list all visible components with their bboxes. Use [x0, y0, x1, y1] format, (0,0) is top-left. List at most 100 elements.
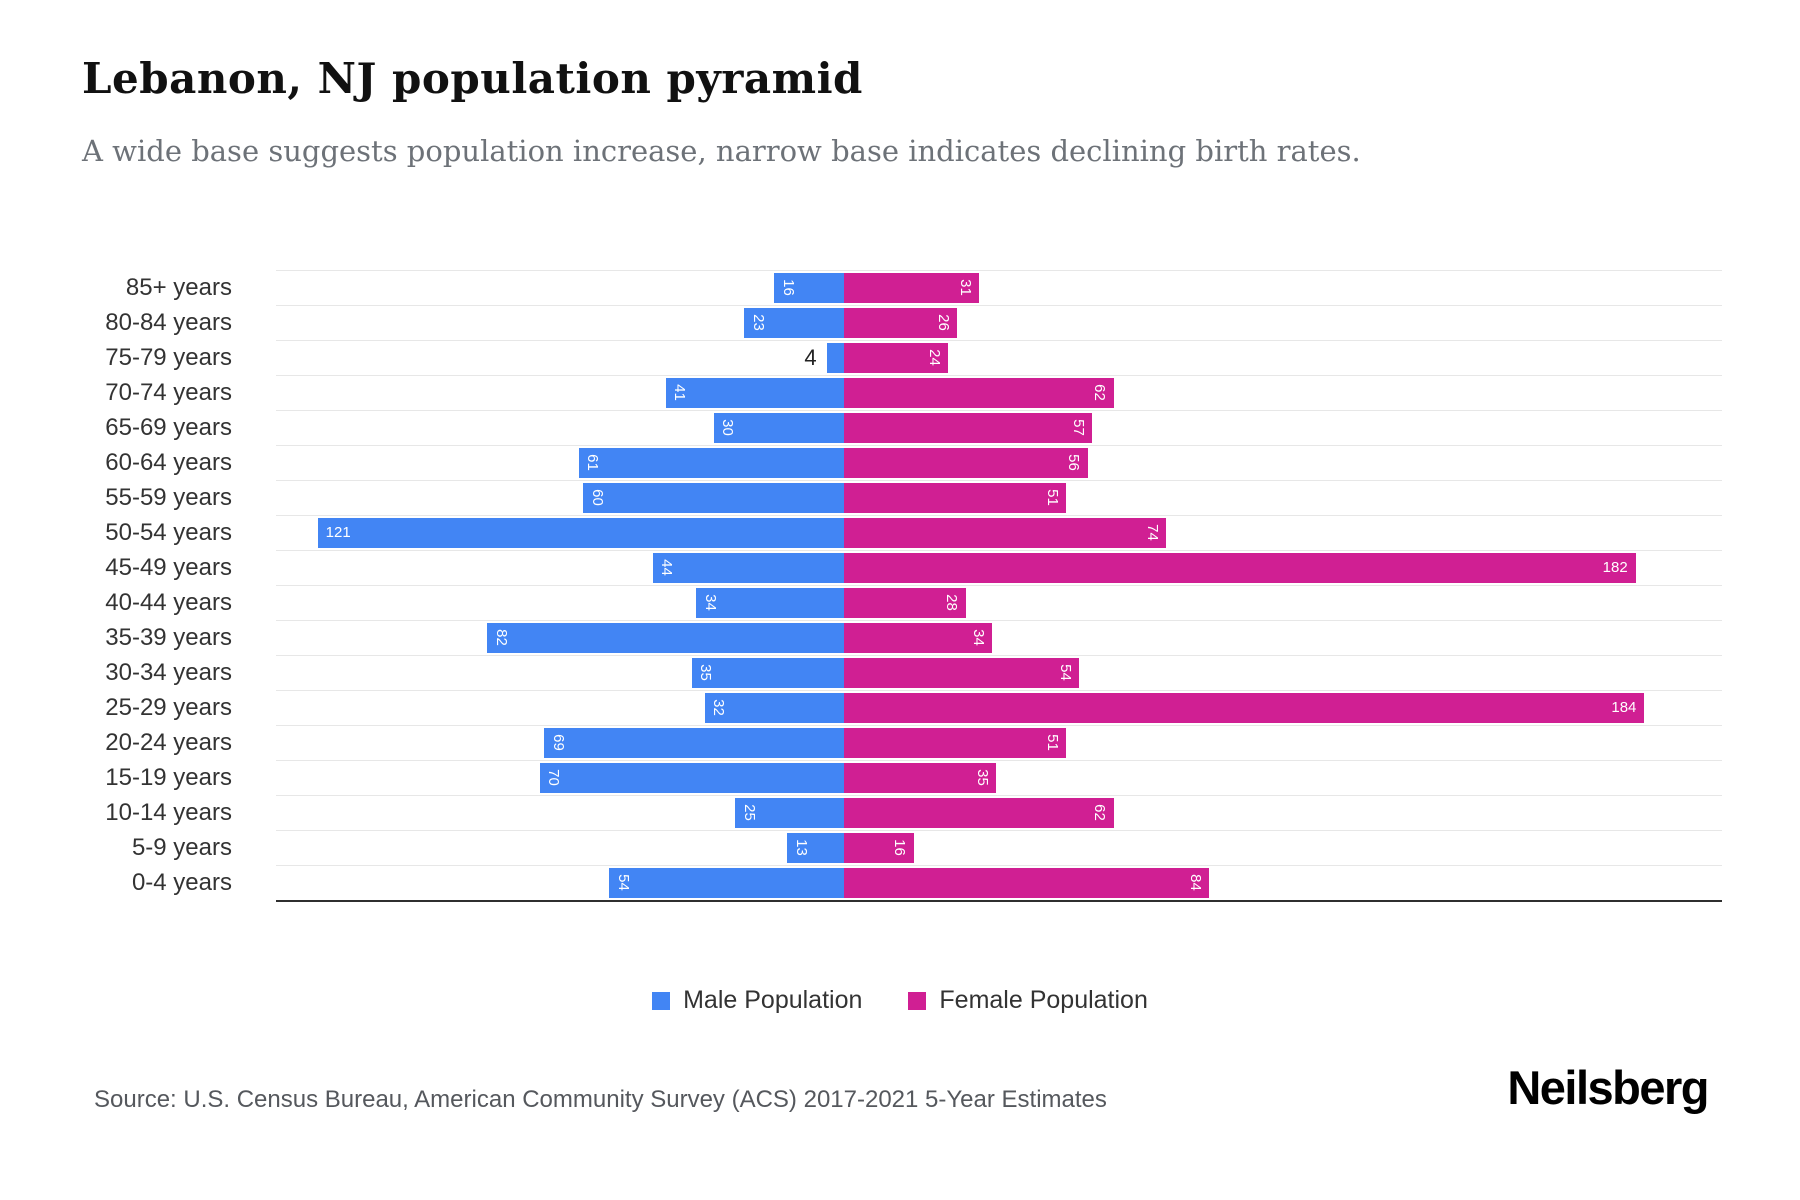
female-bar [844, 832, 914, 863]
female-bar [844, 692, 1645, 723]
gridline [276, 480, 1722, 481]
bar-value-label: 74 [1142, 518, 1162, 548]
male-bar [696, 587, 844, 618]
bar-value-label: 54 [1055, 658, 1075, 688]
bar-value-text: 70 [545, 769, 562, 786]
bar-value-text: 35 [697, 664, 715, 681]
gridline [276, 375, 1722, 376]
bar-value-text: 44 [658, 559, 676, 576]
male-bar [539, 762, 844, 793]
bar-value-text: 54 [614, 874, 632, 891]
bar-value-label: 31 [955, 273, 975, 303]
bar-value-text: 84 [1186, 874, 1204, 891]
gridline [276, 725, 1722, 726]
male-legend-swatch [652, 991, 671, 1010]
bar-value-label: 70 [544, 763, 564, 793]
legend: Male Population Female Population [0, 986, 1800, 1015]
gridline [276, 690, 1722, 691]
bar-value-text: 61 [584, 454, 602, 471]
female-bar [844, 377, 1114, 408]
male-bar [578, 447, 844, 478]
gridline [276, 445, 1722, 446]
bar-value-label: 182 [1602, 559, 1628, 576]
female-bar [844, 412, 1092, 443]
bar-value-label: 28 [942, 588, 962, 618]
age-label: 80-84 years [105, 309, 232, 336]
bar-value-text: 16 [891, 839, 909, 856]
bar-value-label: 51 [1042, 483, 1062, 513]
female-bar [844, 307, 958, 338]
male-bar [691, 657, 844, 688]
legend-item-female[interactable]: Female Population [908, 986, 1148, 1015]
female-bar [844, 482, 1066, 513]
female-bar [844, 587, 966, 618]
bar-value-text: 41 [671, 384, 689, 401]
bar-value-text: 51 [1043, 734, 1061, 751]
gridline [276, 515, 1722, 516]
bar-value-text: 62 [1091, 804, 1109, 821]
male-bar [787, 832, 844, 863]
female-bar [844, 657, 1079, 688]
age-label: 20-24 years [105, 729, 232, 756]
age-label: 85+ years [125, 274, 232, 301]
age-label: 65-69 years [105, 414, 232, 441]
bar-value-label: 35 [972, 763, 992, 793]
bar-value-label: 121 [325, 524, 351, 541]
bar-value-text: 74 [1143, 524, 1161, 541]
page-subtitle: A wide base suggests population increase… [82, 134, 1361, 168]
bar-value-label: 30 [718, 413, 738, 443]
bar-value-text: 26 [934, 314, 952, 331]
female-bar [844, 867, 1210, 898]
gridline [276, 760, 1722, 761]
bar-value-text: 54 [1056, 664, 1074, 681]
female-bar [844, 517, 1166, 548]
male-bar [317, 517, 844, 548]
bar-value-text: 32 [710, 699, 728, 716]
bar-value-label: 84 [1185, 868, 1205, 898]
bar-value-text: 35 [973, 769, 991, 786]
bar-value-text: 62 [1091, 384, 1109, 401]
bar-value-label: 41 [670, 378, 690, 408]
age-label: 45-49 years [105, 554, 232, 581]
brand-logo: Neilsberg [1507, 1061, 1709, 1114]
x-axis-line [276, 900, 1722, 902]
gridline [276, 340, 1722, 341]
age-label: 40-44 years [105, 589, 232, 616]
female-bar [844, 622, 992, 653]
male-bar [743, 307, 844, 338]
male-bar [583, 482, 844, 513]
bar-value-label: 60 [587, 483, 607, 513]
bar-value-label: 51 [1042, 728, 1062, 758]
male-bar [609, 867, 844, 898]
bar-value-text: 24 [925, 349, 943, 366]
female-bar [844, 342, 949, 373]
male-bar [735, 797, 844, 828]
bar-value-label: 34 [700, 588, 720, 618]
female-bar [844, 447, 1088, 478]
age-label: 30-34 years [105, 659, 232, 686]
female-bar [844, 272, 979, 303]
source-text: Source: U.S. Census Bureau, American Com… [94, 1086, 1107, 1113]
bar-value-text: 31 [956, 279, 974, 296]
bar-value-label: 82 [491, 623, 511, 653]
bar-value-label: 35 [696, 658, 716, 688]
bar-value-label: 24 [924, 343, 944, 373]
legend-item-male[interactable]: Male Population [652, 986, 862, 1015]
bar-value-text: 30 [719, 419, 736, 436]
gridline [276, 305, 1722, 306]
male-bar [704, 692, 844, 723]
male-bar [487, 622, 844, 653]
bar-value-label: 62 [1090, 798, 1110, 828]
bar-value-label: 44 [657, 553, 677, 583]
legend-male-label: Male Population [683, 986, 863, 1014]
male-bar [543, 727, 844, 758]
bar-value-text: 16 [779, 279, 797, 296]
bar-value-label: 16 [778, 273, 798, 303]
bar-value-label: 56 [1064, 448, 1084, 478]
age-label: 0-4 years [131, 869, 232, 896]
age-label: 25-29 years [105, 694, 232, 721]
bar-value-label: 57 [1068, 413, 1088, 443]
gridline [276, 585, 1722, 586]
bar-value-text: 69 [549, 734, 567, 751]
